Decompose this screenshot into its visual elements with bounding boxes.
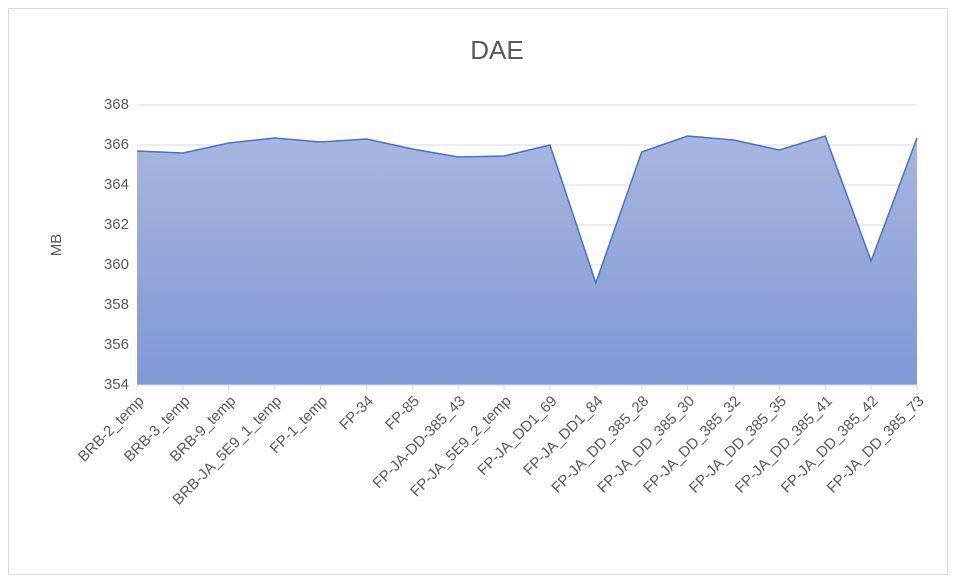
area (137, 136, 917, 385)
y-tick-label: 354 (104, 376, 129, 393)
y-tick-label: 368 (104, 96, 129, 113)
line (136, 135, 918, 286)
y-axis-label: MB (48, 234, 65, 257)
y-tick-label: 356 (104, 336, 129, 353)
y-tick-label: 366 (104, 136, 129, 153)
chart-title: DAE (470, 35, 523, 65)
y-tick-label: 364 (104, 176, 129, 193)
y-tick-label: 358 (104, 296, 129, 313)
y-tick-label: 360 (104, 256, 129, 273)
y-tick-label: 362 (104, 216, 129, 233)
